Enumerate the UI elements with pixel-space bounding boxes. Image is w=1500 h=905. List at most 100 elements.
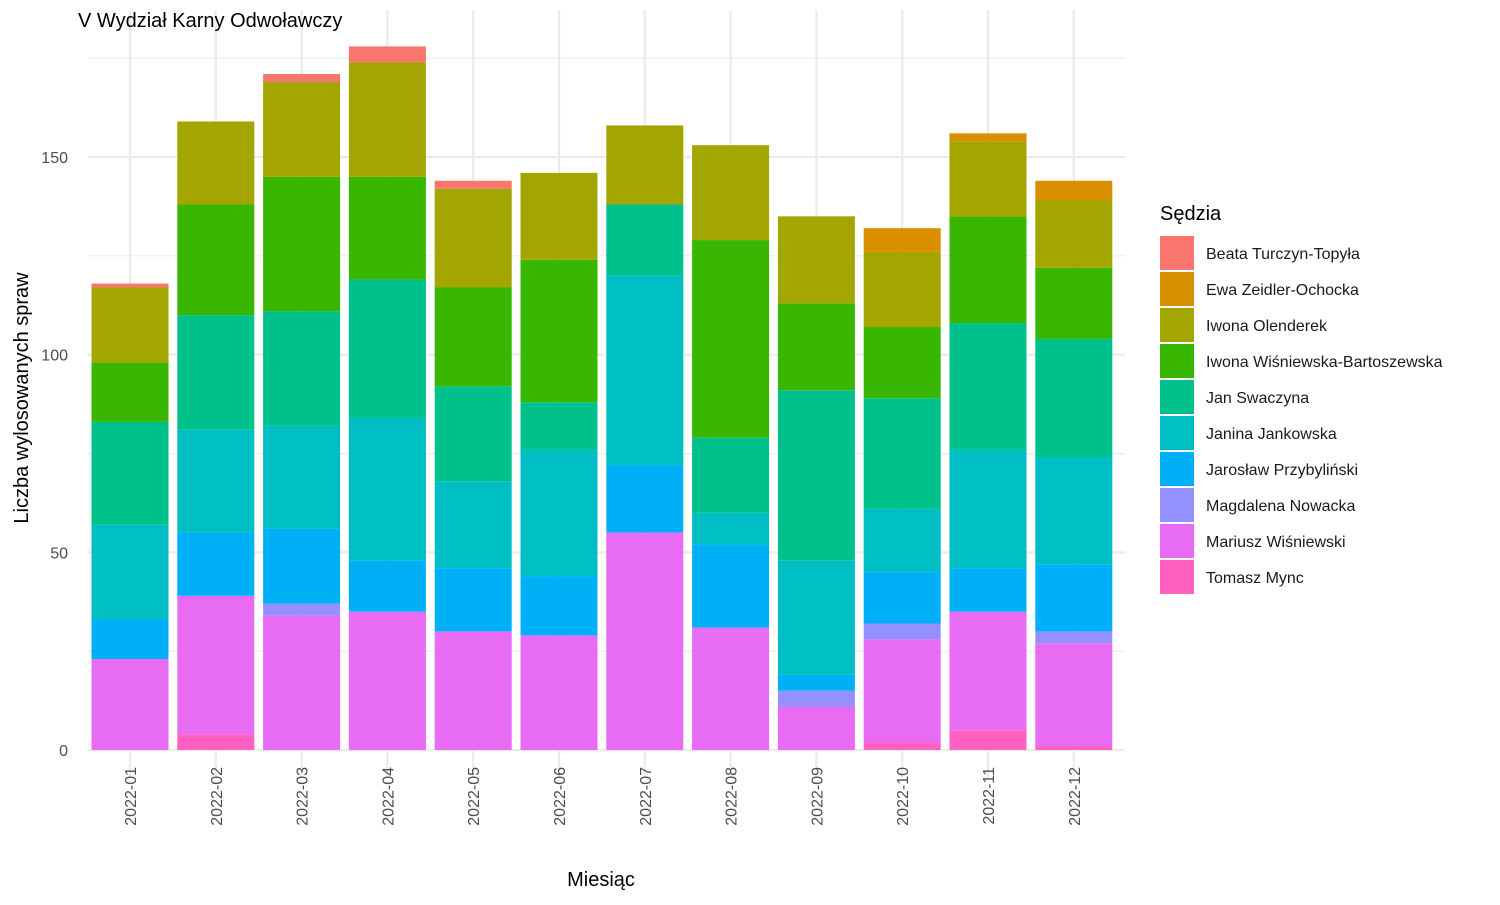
bar-segment — [177, 532, 255, 596]
y-tick-label: 100 — [41, 348, 68, 365]
bar-segment — [1035, 457, 1113, 565]
bar-segment — [863, 742, 941, 750]
legend-swatch — [1160, 344, 1194, 378]
bar-segment — [434, 481, 512, 569]
legend-swatch — [1160, 524, 1194, 558]
x-tick-label: 2022-05 — [466, 767, 483, 826]
bar-segment — [777, 690, 855, 707]
y-tick-label: 150 — [41, 150, 68, 167]
legend-swatch — [1160, 488, 1194, 522]
bar-segment — [949, 730, 1027, 750]
x-tick-label: 2022-08 — [724, 767, 741, 826]
bar-segment — [1035, 643, 1113, 747]
bar-segment — [692, 240, 770, 438]
bar-segment — [177, 121, 255, 205]
x-tick-label: 2022-02 — [209, 767, 226, 826]
bar-segment — [434, 568, 512, 632]
legend-label: Mariusz Wiśniewski — [1206, 534, 1346, 551]
bar-segment — [263, 603, 341, 616]
bar-segment — [863, 508, 941, 573]
bar-segment — [777, 560, 855, 675]
bar-segment — [949, 133, 1027, 142]
bar-segment — [91, 287, 169, 363]
bar-segment — [348, 417, 426, 561]
legend-label: Janina Jankowska — [1206, 426, 1337, 443]
bar-segment — [434, 631, 512, 750]
y-tick-label: 50 — [50, 545, 68, 562]
bar-segment — [520, 576, 598, 636]
bar-segment — [91, 421, 169, 525]
bar-segment — [606, 125, 684, 205]
bar-segment — [263, 615, 341, 750]
bar-segment — [863, 251, 941, 328]
bar-segment — [91, 659, 169, 750]
bar-segment — [692, 512, 770, 545]
x-tick-label: 2022-06 — [552, 767, 569, 826]
chart-title: V Wydział Karny Odwoławczy — [78, 10, 342, 32]
x-tick-label: 2022-12 — [1067, 767, 1084, 826]
bar-segment — [434, 287, 512, 387]
bar-segment — [1035, 564, 1113, 632]
legend-swatch — [1160, 560, 1194, 594]
x-tick-label: 2022-07 — [638, 767, 655, 826]
legend-label: Ewa Zeidler-Ochocka — [1206, 282, 1359, 299]
bar-segment — [949, 611, 1027, 731]
bar-segment — [863, 398, 941, 509]
bar-segment — [263, 176, 341, 312]
legend-swatch — [1160, 380, 1194, 414]
legend: Beata Turczyn-Topyła Ewa Zeidler-Ochocka I… — [1160, 236, 1443, 594]
bar-segment — [263, 528, 341, 604]
bar-segment — [177, 595, 255, 735]
bar-segment — [1035, 631, 1113, 644]
bar-segment — [348, 176, 426, 280]
legend-label: Beata Turczyn-Topyła — [1206, 246, 1360, 263]
x-tick-label: 2022-11 — [981, 767, 998, 825]
bar-segment — [520, 259, 598, 403]
bar-segment — [606, 275, 684, 466]
bar-segment — [263, 81, 341, 177]
bar-segment — [91, 524, 169, 620]
legend-label: Jarosław Przybyliński — [1206, 462, 1358, 479]
bar-segment — [777, 706, 855, 750]
bar-segment — [520, 402, 598, 450]
bar-segment — [692, 627, 770, 750]
bar-segment — [177, 204, 255, 316]
legend-title: Sędzia — [1160, 203, 1222, 225]
bar-segment — [949, 449, 1027, 569]
bar-segment — [348, 62, 426, 177]
bar-segment — [91, 362, 169, 422]
bar-segment — [1035, 338, 1113, 458]
legend-swatch — [1160, 452, 1194, 486]
legend-swatch — [1160, 416, 1194, 450]
bar-segment — [1035, 180, 1113, 201]
bar-segment — [777, 674, 855, 691]
bar-segment — [949, 323, 1027, 450]
x-tick-label: 2022-01 — [123, 767, 140, 826]
bar-segment — [348, 279, 426, 418]
bar-segment — [692, 437, 770, 513]
bar-segment — [1035, 267, 1113, 339]
bar-segment — [520, 172, 598, 260]
legend-label: Magdalena Nowacka — [1206, 498, 1356, 515]
x-tick-label: 2022-09 — [809, 767, 826, 826]
bar-segment — [863, 572, 941, 624]
bar-segment — [177, 429, 255, 533]
bar-segment — [863, 327, 941, 399]
y-tick-label: 0 — [59, 743, 68, 760]
bar-segment — [263, 425, 341, 529]
bar-segment — [777, 390, 855, 561]
legend-swatch — [1160, 236, 1194, 270]
bar-segment — [177, 734, 255, 750]
bar-segment — [520, 449, 598, 577]
legend-label: Iwona Olenderek — [1206, 318, 1328, 335]
legend-label: Tomasz Mync — [1206, 570, 1304, 587]
bars — [91, 46, 1113, 750]
x-tick-label: 2022-04 — [380, 767, 397, 826]
bar-segment — [348, 46, 426, 63]
bar-segment — [1035, 200, 1113, 268]
bar-segment — [777, 303, 855, 391]
x-axis-label: Miesiąc — [567, 869, 635, 891]
bar-segment — [949, 216, 1027, 324]
bar-segment — [863, 623, 941, 640]
legend-swatch — [1160, 272, 1194, 306]
